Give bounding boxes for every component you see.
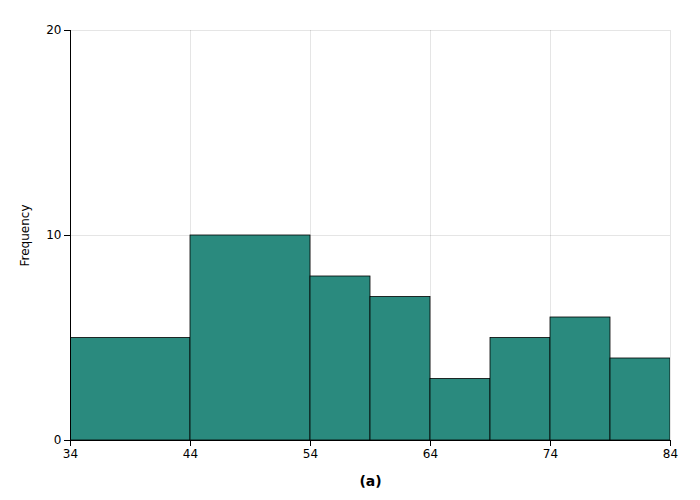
svg-text:64: 64 (423, 447, 438, 461)
svg-text:44: 44 (183, 447, 198, 461)
svg-text:54: 54 (303, 447, 318, 461)
svg-text:0: 0 (54, 433, 62, 447)
svg-text:84: 84 (663, 447, 678, 461)
svg-text:74: 74 (543, 447, 558, 461)
svg-text:Frequency: Frequency (18, 205, 32, 267)
svg-text:10: 10 (46, 228, 61, 242)
svg-text:20: 20 (46, 23, 61, 37)
svg-text:(a): (a) (359, 473, 381, 489)
svg-text:34: 34 (63, 447, 78, 461)
